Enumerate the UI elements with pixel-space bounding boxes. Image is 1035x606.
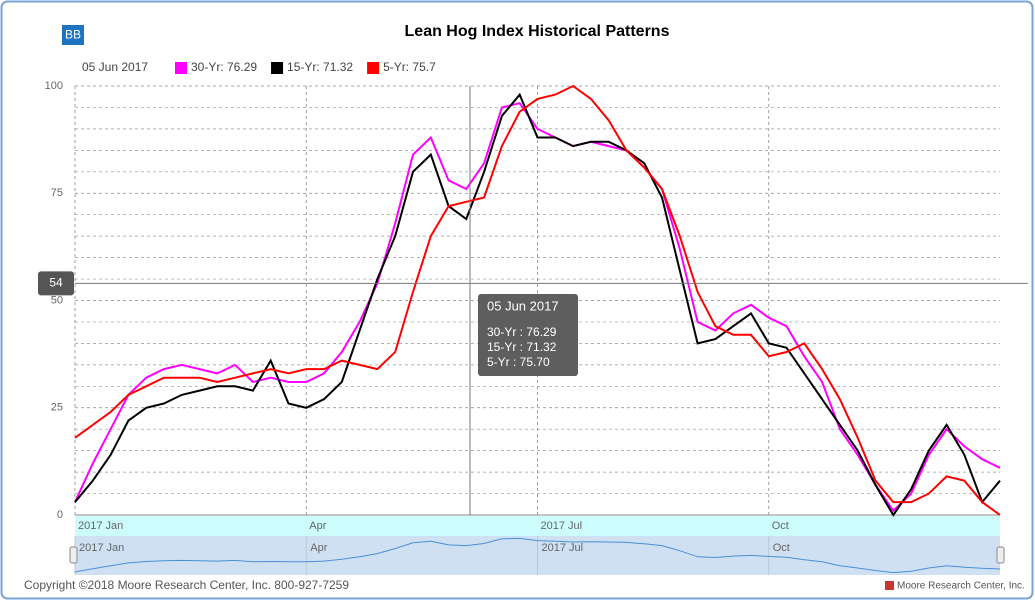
series-line xyxy=(74,84,1001,516)
tooltip xyxy=(478,294,578,376)
credit-icon xyxy=(885,581,894,590)
y-tick-label: 50 xyxy=(51,294,63,306)
navigator-label: Oct xyxy=(773,542,790,554)
badge-box[interactable] xyxy=(62,25,84,45)
navigator-line xyxy=(74,537,1001,574)
navigator-label: Apr xyxy=(310,542,327,554)
tooltip-date: 05 Jun 2017 xyxy=(487,298,559,313)
navigator-label: 2017 Jan xyxy=(79,542,124,554)
x-axis-band xyxy=(75,516,1000,536)
credit: Moore Research Center, Inc. xyxy=(897,581,1025,592)
y-tick-label: 75 xyxy=(51,187,63,199)
x-tick-label: Oct xyxy=(772,520,789,532)
chart-title: Lean Hog Index Historical Patterns xyxy=(405,23,670,40)
x-tick-label: 2017 Jan xyxy=(78,520,123,532)
tooltip-line: 30-Yr : 76.29 xyxy=(487,325,557,339)
legend-label: 5-Yr: 75.7 xyxy=(383,60,436,74)
legend-swatch xyxy=(175,62,187,74)
y-tick-label: 25 xyxy=(51,402,63,414)
copyright: Copyright ©2018 Moore Research Center, I… xyxy=(24,578,349,592)
badge[interactable]: BB xyxy=(65,28,81,42)
x-tick-label: 2017 Jul xyxy=(541,520,583,532)
y-tick-label: 100 xyxy=(45,80,63,92)
x-tick-label: Apr xyxy=(309,520,326,532)
tooltip-line: 5-Yr : 75.70 xyxy=(487,355,550,369)
series-line xyxy=(74,92,1001,517)
navigator-handle[interactable] xyxy=(996,546,1005,564)
crosshair-label: 54 xyxy=(49,276,63,290)
tooltip-line: 15-Yr : 71.32 xyxy=(487,340,557,354)
legend-date: 05 Jun 2017 xyxy=(82,60,148,74)
legend-label: 15-Yr: 71.32 xyxy=(287,60,353,74)
series-line xyxy=(74,102,1001,513)
legend-swatch xyxy=(271,62,284,74)
y-tick-label: 0 xyxy=(57,509,63,521)
crosshair-label-box xyxy=(38,271,74,296)
legend-label: 30-Yr: 76.29 xyxy=(191,60,257,74)
navigator-handle[interactable] xyxy=(69,546,78,564)
navigator-label: 2017 Jul xyxy=(542,542,584,554)
legend-swatch xyxy=(367,62,380,74)
